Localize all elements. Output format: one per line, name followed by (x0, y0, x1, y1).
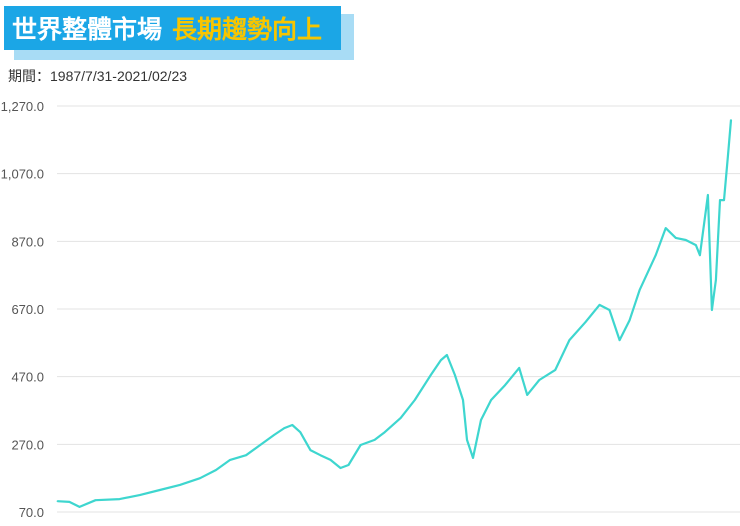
data-point (723, 199, 725, 201)
data-point (430, 374, 432, 376)
data-point (383, 431, 386, 433)
data-point (179, 484, 181, 486)
data-point (359, 444, 362, 446)
period-label: 期間：1987/7/31-2021/02/23 (8, 68, 188, 84)
data-point (299, 431, 302, 433)
data-point (695, 244, 697, 246)
data-point (638, 289, 641, 291)
data-point (446, 354, 448, 356)
data-point (490, 399, 492, 401)
y-tick-label: 670.0 (11, 302, 44, 317)
data-point (291, 424, 294, 426)
data-point (319, 454, 322, 456)
title-white: 世界整體市場 (12, 15, 163, 44)
data-point (618, 339, 621, 341)
y-tick-label: 270.0 (11, 437, 44, 452)
data-point (715, 279, 717, 281)
data-point (664, 227, 667, 229)
data-point (68, 501, 71, 503)
data-point (339, 467, 342, 469)
data-point (705, 209, 707, 212)
data-point (730, 119, 732, 121)
data-point (711, 309, 713, 311)
data-point (283, 427, 286, 429)
data-point (413, 399, 416, 401)
data-point (347, 464, 350, 466)
data-point (373, 439, 376, 441)
data-point (259, 444, 261, 446)
data-point (215, 469, 217, 471)
y-tick-label: 1,270.0 (1, 99, 44, 114)
data-point (462, 399, 464, 401)
data-point (199, 477, 201, 479)
data-point (584, 321, 587, 323)
data-point (440, 359, 442, 361)
data-point (727, 154, 729, 156)
data-point (229, 459, 231, 461)
data-point (329, 459, 332, 461)
data-point (138, 494, 141, 496)
data-point (245, 454, 247, 456)
data-point (628, 319, 631, 321)
data-point (608, 309, 611, 311)
y-tick-label: 70.0 (19, 505, 44, 520)
data-point (472, 457, 474, 459)
data-point (707, 194, 709, 196)
data-point (309, 449, 312, 451)
data-point (94, 499, 97, 501)
data-point (118, 498, 121, 500)
title-yellow: 長期趨勢向上 (172, 15, 323, 44)
data-point (598, 304, 601, 306)
series-line (57, 119, 733, 508)
data-point (719, 199, 721, 201)
y-tick-label: 870.0 (11, 234, 44, 249)
data-point (699, 254, 701, 257)
y-tick-label: 1,070.0 (1, 167, 44, 182)
data-point (466, 439, 468, 441)
data-point (685, 239, 687, 241)
chart-title: 世界整體市場 長期趨勢向上 (4, 6, 341, 50)
data-point (480, 419, 482, 421)
y-tick-label: 470.0 (11, 370, 44, 385)
data-point (674, 237, 677, 239)
data-point (78, 506, 81, 508)
data-point (526, 394, 529, 396)
data-point (399, 417, 402, 419)
data-point (568, 339, 571, 341)
data-point (56, 500, 59, 502)
data-point (454, 374, 456, 376)
data-point (538, 379, 541, 381)
data-point (158, 489, 161, 491)
data-point (554, 369, 557, 371)
data-point (654, 254, 657, 257)
data-point (518, 367, 520, 369)
data-point (504, 384, 506, 386)
data-point (273, 434, 276, 436)
